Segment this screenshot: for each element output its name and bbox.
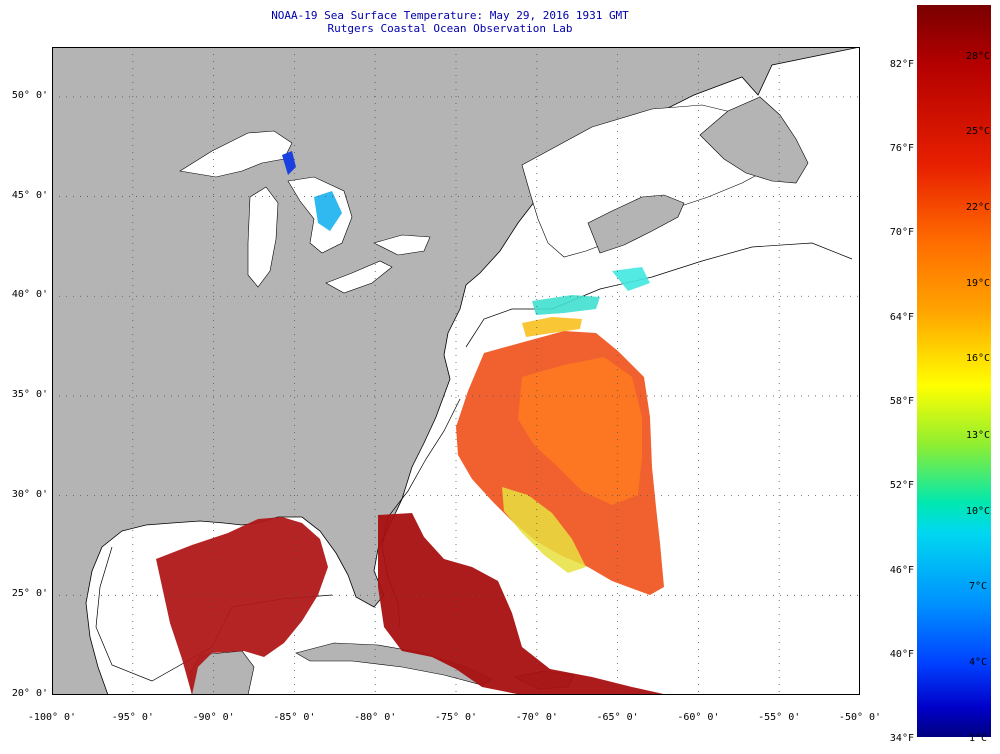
lon-label: -90° 0' <box>192 712 235 723</box>
colorbar-f-label: 52°F <box>889 480 914 491</box>
lon-label: -100° 0' <box>27 712 77 723</box>
lon-label: -75° 0' <box>434 712 478 723</box>
lake-superior <box>179 130 293 178</box>
sst-atlantic-yellow <box>502 487 586 573</box>
land-newfoundland <box>699 96 809 184</box>
colorbar-f-label: 40°F <box>889 649 914 660</box>
lon-label: -65° 0' <box>596 712 639 723</box>
colorbar-c-label: 19°C <box>965 278 991 289</box>
lon-label: -60° 0' <box>677 712 720 723</box>
map-subtitle: Rutgers Coastal Ocean Observation Lab <box>327 22 573 35</box>
colorbar-c-label: 7°C <box>968 581 988 592</box>
lon-label: -95° 0' <box>111 712 154 723</box>
colorbar-f-label: 82°F <box>889 59 914 70</box>
colorbar-c-label: 1°C <box>968 733 988 744</box>
colorbar-c-label: 16°C <box>965 353 991 364</box>
lake-michigan <box>247 186 279 288</box>
map-frame <box>52 47 860 695</box>
sst-caribbean <box>378 513 668 695</box>
lon-label: -70° 0' <box>515 712 558 723</box>
colorbar-c-label: 13°C <box>965 430 991 441</box>
lon-label: -55° 0' <box>758 712 801 723</box>
sst-lake-huron-blue <box>282 151 296 175</box>
colorbar-c-label: 22°C <box>965 202 991 213</box>
lat-label: 50° 0' <box>11 89 48 101</box>
sst-lake-michigan-cyan <box>314 191 342 231</box>
lat-label: 40° 0' <box>11 289 48 301</box>
colorbar-f-label: 46°F <box>889 565 914 576</box>
map-title: NOAA-19 Sea Surface Temperature: May 29,… <box>271 9 629 22</box>
lat-label: 35° 0' <box>11 388 48 400</box>
colorbar-f-label: 64°F <box>889 312 914 323</box>
colorbar-c-label: 10°C <box>965 506 991 517</box>
lake-ontario <box>373 234 431 256</box>
lon-label: -80° 0' <box>354 712 397 723</box>
colorbar-c-label: 28°C <box>965 51 991 62</box>
colorbar-c-label: 4°C <box>968 657 988 668</box>
colorbar-f-label: 76°F <box>889 143 914 154</box>
colorbar-f-label: 70°F <box>889 227 914 238</box>
colorbar-f-label: 34°F <box>889 733 914 744</box>
sst-map <box>52 47 860 695</box>
lat-label: 30° 0' <box>11 488 48 500</box>
lon-label: -85° 0' <box>273 712 316 723</box>
land-nova-scotia <box>587 194 685 254</box>
lat-label: 25° 0' <box>11 588 48 600</box>
graticule <box>52 47 860 695</box>
sst-atlantic-orange <box>518 357 642 505</box>
sst-gulf-of-mexico <box>156 517 328 695</box>
lon-label: -50° 0' <box>838 712 882 723</box>
sst-scotian-cyan <box>612 267 650 291</box>
colorbar-f-label: 58°F <box>889 396 914 407</box>
temperature-colorbar <box>917 5 991 737</box>
lat-label: 45° 0' <box>11 189 48 201</box>
lake-erie <box>325 260 393 294</box>
colorbar-c-label: 25°C <box>965 126 991 137</box>
sst-shelf-cool <box>522 317 582 337</box>
sst-shelf-cyan <box>532 295 600 315</box>
lat-label: 20° 0' <box>11 688 48 699</box>
